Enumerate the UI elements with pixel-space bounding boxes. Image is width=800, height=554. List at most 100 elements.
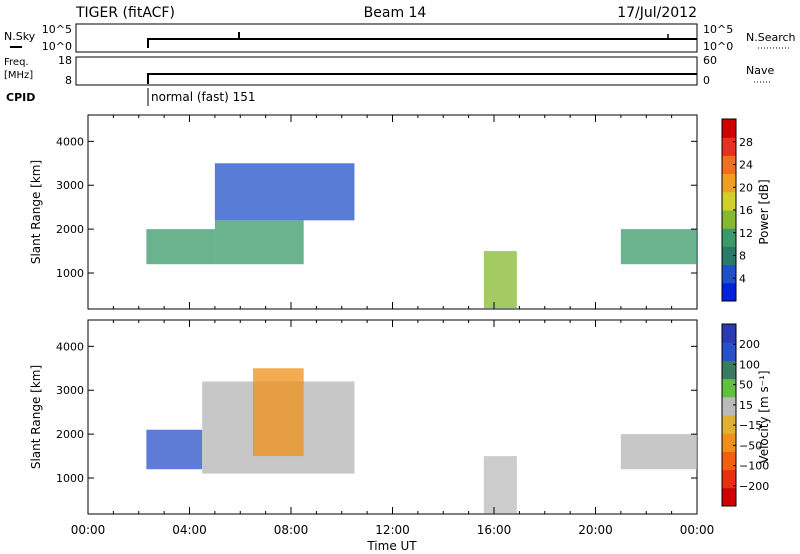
power-colorbar-swatch [722,191,736,211]
power-colorbar-tick-label: 4 [739,272,746,285]
velocity-colorbar-swatch [722,360,736,380]
power-colorbar-swatch [722,228,736,247]
power-colorbar: 4 8 12 16 20 24 28 [721,118,753,302]
power-colorbar-tick-label: 24 [739,159,753,172]
power-scatter-region [146,229,215,265]
freq-label-2: [MHz] [4,70,33,81]
nsky-trace [147,38,697,48]
power-colorbar-swatch [722,155,736,175]
power-ytick-label: 3000 [56,179,84,192]
time-tick-label: 16:00 [477,523,512,537]
velocity-x-ticks [87,320,698,514]
velocity-ytick-label: 2000 [56,428,84,441]
power-scatter-region [620,229,697,265]
velocity-colorbar-label: Velocity [m s⁻¹] [757,370,771,463]
velocity-scatter-region [483,456,517,514]
velocity-ytick-label: 1000 [56,472,84,485]
date-title: 17/Jul/2012 [617,5,697,21]
velocity-colorbar-tick-label: −100 [739,460,769,473]
nsky-label: N.Sky [4,30,36,43]
velocity-colorbar-tick-label: −50 [739,439,762,452]
power-scatter-region [214,220,304,265]
velocity-y-axis: 1000 2000 3000 4000 [56,340,697,485]
freq-tick-top: 18 [58,54,72,67]
velocity-colorbar: 200 100 50 15 −15 −50 −100 −200 [721,323,769,507]
velocity-colorbar-swatch [722,324,736,343]
power-scatter-region [214,163,355,221]
velocity-colorbar-tick-label: 200 [739,338,760,351]
velocity-colorbar-tick-label: −200 [739,480,769,493]
nave-tick-top: 60 [703,54,717,67]
time-tick-label: 20:00 [578,523,613,537]
nsky-tick-bottom: 10^0 [42,40,72,53]
power-colorbar-swatch [722,210,736,229]
time-tick-label: 12:00 [375,523,410,537]
power-ytick-label: 1000 [56,267,84,280]
power-ytick-label: 2000 [56,223,84,236]
power-colorbar-tick-label: 20 [739,181,753,194]
velocity-panel: 1000 2000 3000 4000 Slant Range [km] 200 100… [29,319,771,515]
nave-tick-bottom: 0 [703,74,710,87]
power-colorbar-swatch [722,264,736,284]
freq-tick-bottom: 8 [65,74,72,87]
power-colorbar-swatch [722,173,736,193]
freq-trace [147,73,697,84]
station-title: TIGER (fitACF) [75,5,175,21]
velocity-colorbar-tick-label: 15 [739,399,753,412]
time-tick-label: 04:00 [172,523,207,537]
power-colorbar-swatch [722,282,736,302]
velocity-ylabel: Slant Range [km] [29,365,43,469]
time-tick-label: 08:00 [274,523,309,537]
power-colorbar-swatch [722,119,736,138]
power-y-axis: 1000 2000 3000 4000 [56,135,697,280]
cpid-text: normal (fast) 151 [151,90,255,104]
velocity-colorbar-tick-label: −15 [739,419,762,432]
power-colorbar-swatch [722,137,736,156]
velocity-data-layer [146,368,697,514]
power-panel: 1000 2000 3000 4000 Slant Range [km] 4 8 12 16… [29,114,771,310]
velocity-colorbar-swatch [722,415,736,434]
power-plot-frame [87,114,698,310]
time-tick-label: 00:00 [680,523,715,537]
cpid-label: CPID [6,91,35,104]
velocity-colorbar-tick-label: 50 [739,379,753,392]
freq-panel [75,56,698,86]
power-colorbar-tick-label: 16 [739,204,753,217]
velocity-colorbar-tick-label: 100 [739,358,760,371]
power-colorbar-label: Power [dB] [757,179,771,244]
velocity-colorbar-swatch [722,396,736,416]
velocity-colorbar-swatch [722,451,736,471]
velocity-ytick-label: 4000 [56,340,84,353]
velocity-ytick-label: 3000 [56,384,84,397]
power-colorbar-tick-label: 28 [739,136,753,149]
power-colorbar-tick-label: 8 [739,250,746,263]
nsky-tick-top: 10^5 [42,23,72,36]
power-colorbar-swatch [722,246,736,266]
nave-label: Nave [746,64,774,77]
velocity-scatter-region [620,434,697,470]
power-scatter-region [483,251,517,309]
power-colorbar-tick-label: 12 [739,227,753,240]
velocity-colorbar-swatch [722,378,736,398]
power-ylabel: Slant Range [km] [29,160,43,264]
time-axis-title: Time UT [366,539,417,553]
velocity-colorbar-swatch [722,342,736,361]
nsearch-tick-top: 10^5 [703,23,733,36]
power-x-ticks [87,115,698,309]
time-axis-labels: 00:00 04:00 08:00 12:00 16:00 20:00 00:00 [71,523,715,537]
velocity-colorbar-swatch [722,469,736,489]
time-tick-label: 00:00 [71,523,106,537]
velocity-colorbar-frame [721,323,737,507]
power-data-layer [146,163,697,309]
power-ytick-label: 4000 [56,135,84,148]
freq-label-1: Freq. [4,57,29,68]
velocity-scatter-region [252,368,304,457]
velocity-scatter-region [146,429,203,470]
velocity-colorbar-swatch [722,433,736,452]
velocity-plot-frame [87,319,698,515]
nsearch-tick-bottom: 10^0 [703,40,733,53]
velocity-colorbar-swatch [722,487,736,507]
beam-title: Beam 14 [364,5,427,21]
nsearch-label: N.Search [746,31,796,44]
